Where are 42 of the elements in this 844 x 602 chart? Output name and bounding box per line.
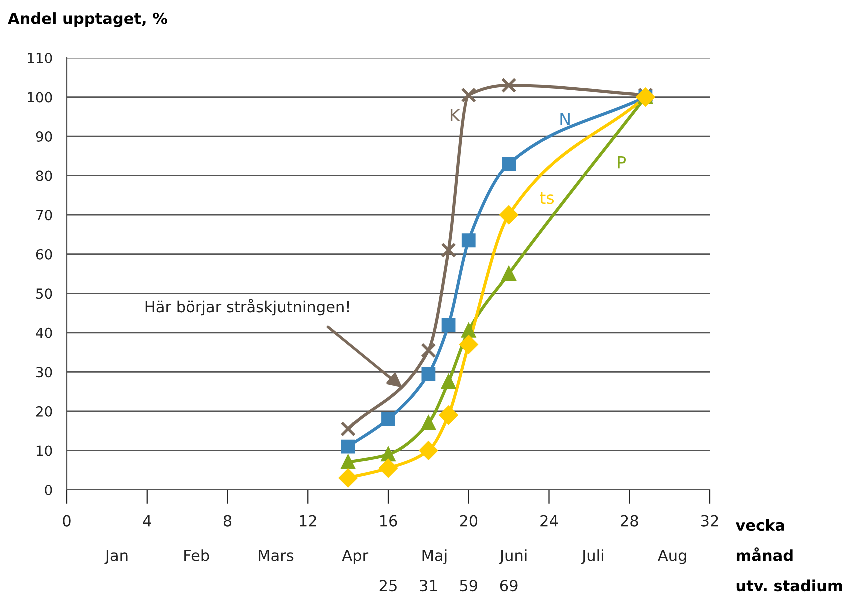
y-tick-label: 0: [45, 484, 52, 496]
y-tick-label: 100: [28, 92, 52, 103]
series-label: N: [560, 113, 570, 126]
x-tick-label: 4: [143, 515, 152, 527]
annotation: Här börjar stråskjutningen!: [146, 299, 349, 316]
x-tick-label: 8: [224, 515, 232, 527]
y-tick-label: 30: [36, 367, 52, 378]
y-tick-label: 70: [36, 210, 52, 221]
text: Juli: [581, 550, 604, 564]
text: 25: [380, 580, 397, 592]
series-label: P: [618, 156, 626, 169]
y-tick-label: 80: [36, 170, 52, 182]
text: utv. stadium: [736, 580, 842, 592]
y-axis-title: Andel upptaget, %: [8, 12, 168, 28]
x-tick-label: 20: [460, 515, 478, 527]
y-tick-label: 50: [36, 288, 52, 300]
x-tick-label: 28: [621, 515, 638, 527]
text: Juni: [499, 550, 527, 564]
text: 59: [460, 580, 478, 592]
text: 31: [420, 580, 437, 592]
y-tick-label: 90: [36, 132, 52, 142]
text: månad: [736, 548, 793, 562]
text: Apr: [342, 550, 369, 564]
x-tick-label: 32: [701, 515, 718, 527]
series-label: K: [450, 109, 461, 122]
x-tick-label: 16: [380, 515, 398, 527]
y-tick-label: 20: [36, 406, 52, 417]
text: 69: [500, 580, 518, 592]
text: Jan: [104, 550, 128, 564]
y-tick-label: 110: [28, 52, 52, 64]
x-tick-label: 0: [63, 515, 71, 527]
x-axis-title: vecka: [736, 519, 784, 532]
text: Aug: [658, 550, 686, 564]
series-label: ts: [540, 192, 554, 204]
text: Mars: [259, 550, 294, 562]
x-tick-label: 12: [300, 515, 316, 527]
text: Feb: [184, 550, 210, 562]
y-tick-label: 40: [36, 328, 52, 338]
text: Maj: [422, 550, 447, 564]
x-tick-label: 24: [540, 515, 558, 527]
y-tick-label: 60: [36, 249, 52, 260]
y-tick-label: 10: [36, 446, 52, 456]
